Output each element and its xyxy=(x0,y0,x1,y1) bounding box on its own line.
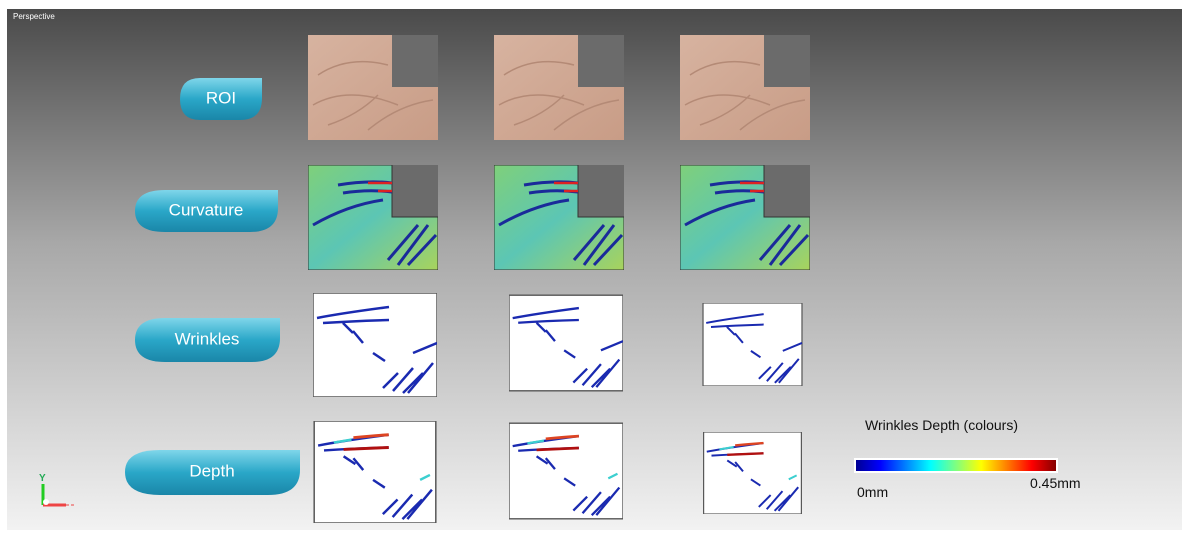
origin xyxy=(43,499,49,505)
curvature-image xyxy=(308,165,438,270)
button-label: ROI xyxy=(206,88,236,107)
button-label: Curvature xyxy=(169,200,244,219)
roi-image xyxy=(308,35,438,140)
view-mode: Perspective xyxy=(13,12,55,21)
legend-max: 0.45mm xyxy=(1030,475,1081,491)
legend-title: Wrinkles Depth (colours) xyxy=(865,417,1018,433)
depth-image xyxy=(704,432,802,514)
button-label: Wrinkles xyxy=(175,329,240,348)
roi-image xyxy=(494,35,624,140)
wrinkles-image xyxy=(509,295,623,391)
wrinkles-image xyxy=(313,293,437,397)
curvature-image xyxy=(680,165,810,270)
roi-image xyxy=(680,35,810,140)
depth-image xyxy=(314,421,436,523)
color-bar xyxy=(855,459,1057,472)
axis-label: Y xyxy=(39,473,46,484)
legend-min: 0mm xyxy=(857,484,888,500)
curvature-image xyxy=(494,165,624,270)
viewport: Perspective ROI Curvature Wrinkles Depth… xyxy=(0,0,1189,534)
wrinkles-image xyxy=(703,303,802,386)
depth-image xyxy=(509,423,623,519)
button-label: Depth xyxy=(189,461,234,480)
